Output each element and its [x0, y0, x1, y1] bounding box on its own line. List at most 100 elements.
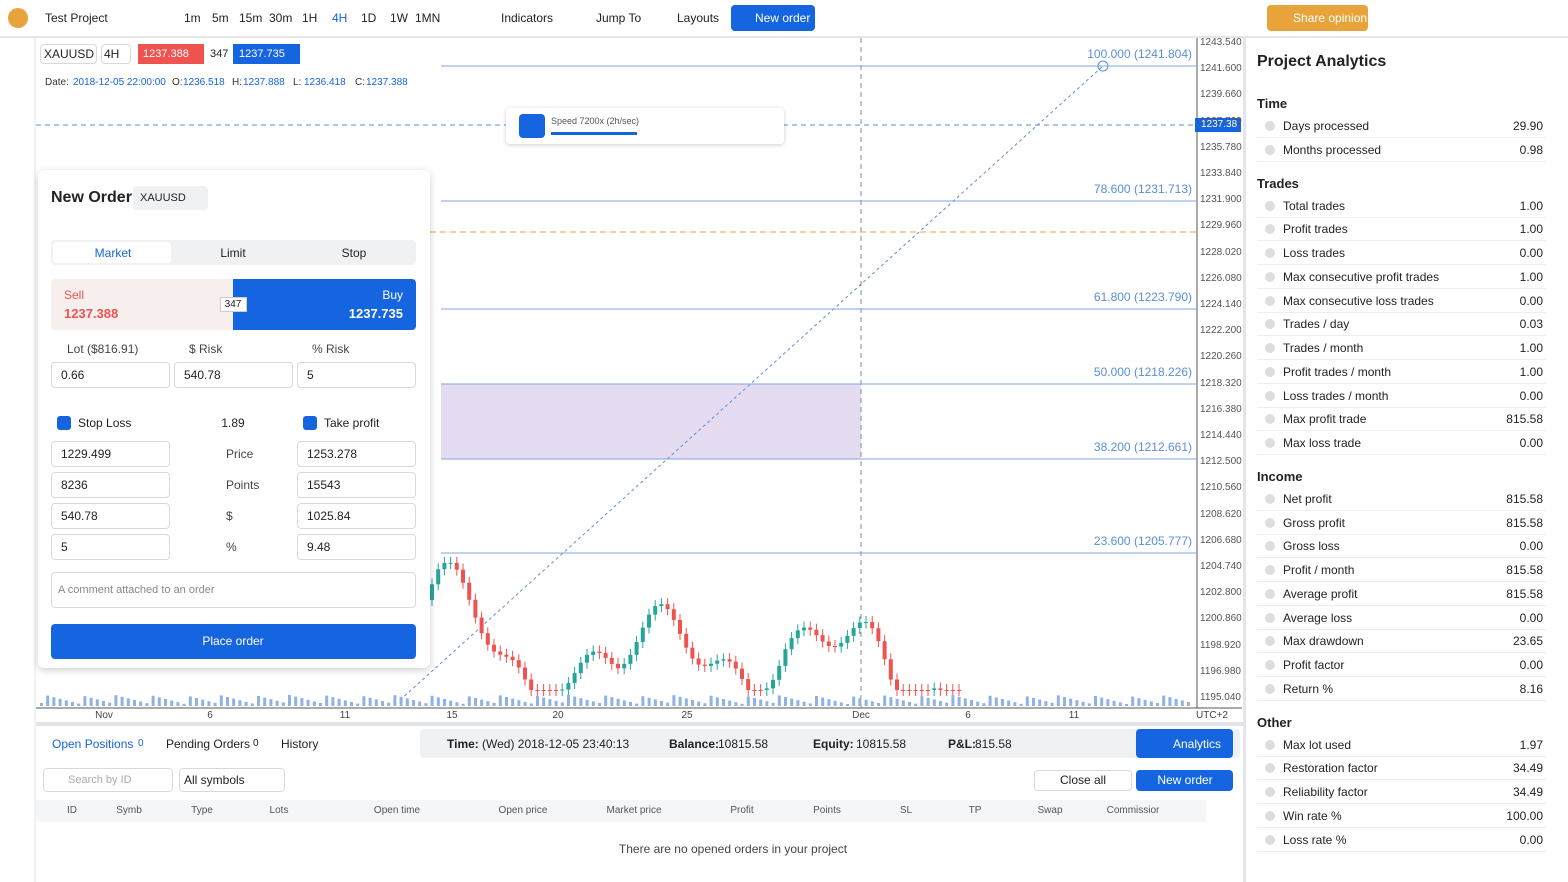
volume-bar: [1143, 699, 1147, 706]
symbol-filter[interactable]: [179, 768, 285, 792]
volume-bar: [994, 697, 998, 706]
close-all: Close all: [1059, 773, 1107, 787]
input[interactable]: [297, 441, 416, 467]
volume-bar: [337, 698, 341, 706]
playback: [506, 108, 784, 144]
column: TP: [968, 805, 982, 816]
search[interactable]: [43, 768, 173, 792]
price-tick: 1239.660: [1200, 89, 1242, 101]
candle-body: [671, 609, 676, 620]
volume-bar: [864, 699, 868, 706]
tp-value: 1025.84: [307, 509, 351, 523]
comment-box[interactable]: [51, 572, 416, 608]
volume-bar: [939, 701, 942, 706]
panel-divider: [1243, 38, 1246, 882]
input[interactable]: [51, 503, 170, 529]
volume-bar: [734, 702, 738, 706]
jump-to: Jump To: [596, 11, 642, 25]
metric: Gross profit: [1283, 515, 1346, 530]
volume-bar: [523, 701, 527, 706]
ohlc: 1236.518: [183, 77, 225, 88]
place-order-btn[interactable]: [51, 624, 416, 659]
candle-body: [808, 627, 813, 630]
price-tag: [1195, 118, 1241, 132]
volume-bar: [1032, 698, 1035, 706]
volume-bar: [753, 698, 756, 706]
input[interactable]: [51, 472, 170, 498]
zone: [441, 384, 861, 459]
input[interactable]: [51, 534, 170, 560]
sell-tag: [138, 44, 204, 64]
candle-body: [752, 690, 757, 691]
timeframe: 1D: [361, 11, 377, 25]
metric: Max profit trade: [1283, 412, 1367, 427]
timeframe: 1W: [390, 11, 408, 25]
volume-bar: [678, 696, 682, 706]
volume-bar: [95, 699, 99, 706]
bottom-tab: 0: [138, 738, 144, 749]
input[interactable]: [297, 472, 416, 498]
candle-body: [857, 622, 862, 629]
sl-value: 1229.499: [61, 447, 112, 461]
volume-bar: [1038, 699, 1042, 706]
speed-bar: [551, 132, 637, 135]
tab-active: [53, 242, 171, 263]
volume-bar: [294, 696, 298, 706]
candle-body: [659, 604, 664, 607]
play-btn[interactable]: [519, 114, 545, 138]
volume-bar: [740, 703, 744, 706]
volume-bar: [418, 701, 422, 706]
volume-bar: [697, 701, 701, 706]
volume-bar: [976, 701, 980, 706]
volume-bar: [728, 700, 732, 706]
analytics: Analytics: [1173, 737, 1222, 751]
checkbox[interactable]: [57, 416, 71, 430]
volume-bar: [40, 703, 43, 706]
new-order-btn[interactable]: [731, 5, 815, 31]
volume-bar: [126, 698, 130, 706]
input[interactable]: [297, 503, 416, 529]
row-sep: [1257, 160, 1547, 162]
volume-bar: [591, 701, 595, 706]
candle-body: [473, 599, 478, 618]
input[interactable]: [174, 362, 293, 388]
price-tick: 1243.540: [1200, 37, 1242, 48]
buy-tag: [233, 44, 300, 64]
time-tick: 6: [207, 710, 213, 721]
metric-value: 1.00: [1519, 198, 1543, 213]
input[interactable]: [297, 534, 416, 560]
input-value: 5: [307, 368, 314, 382]
sell-box[interactable]: [51, 279, 233, 330]
ohlc: 1237.888: [243, 77, 285, 88]
volume-bar: [77, 703, 81, 706]
close-all-btn[interactable]: [1034, 770, 1132, 791]
volume-bar: [746, 696, 750, 706]
analytics-btn[interactable]: [1136, 729, 1233, 758]
input[interactable]: [51, 362, 170, 388]
input[interactable]: [297, 362, 416, 388]
candle-body: [696, 658, 701, 665]
volume-bar: [1025, 696, 1029, 706]
input[interactable]: [51, 441, 170, 467]
candle-body: [628, 654, 633, 664]
volume-bar: [300, 698, 304, 706]
metric-value: 29.90: [1512, 119, 1543, 133]
volume-bar: [889, 697, 893, 706]
checkbox[interactable]: [303, 416, 317, 430]
candle-body: [436, 569, 441, 585]
share-btn[interactable]: [1267, 5, 1368, 31]
candle-body: [640, 627, 645, 643]
buy-box[interactable]: [233, 279, 416, 330]
volume-bar: [536, 696, 539, 706]
row-sep: [1257, 454, 1547, 455]
volume-bar: [629, 702, 632, 706]
take-profit: Take profit: [324, 416, 380, 430]
metric-value: 0.98: [1519, 142, 1543, 157]
candle-body: [820, 635, 825, 642]
volume-bar: [945, 702, 949, 706]
new-order-btn[interactable]: [1136, 770, 1233, 791]
volume-bar: [505, 697, 508, 706]
volume-bar: [1075, 700, 1079, 706]
volume-bar: [71, 702, 74, 706]
volume-bar: [325, 695, 329, 706]
